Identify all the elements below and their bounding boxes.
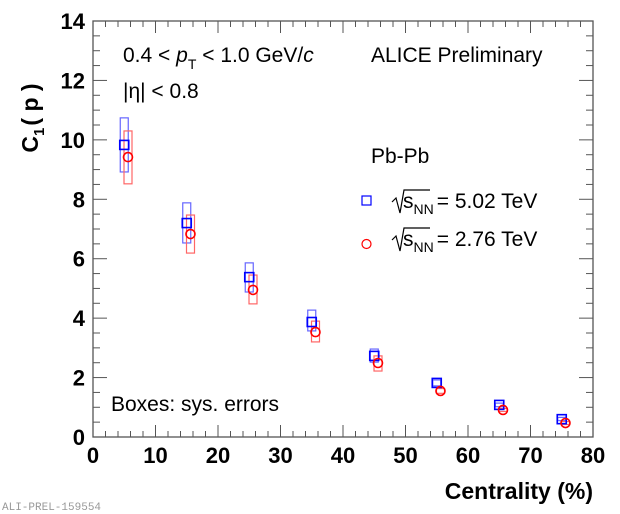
data-markers <box>118 139 571 429</box>
x-tick-label: 60 <box>456 443 480 468</box>
data-point-square <box>181 217 193 229</box>
sys-errors-note: Boxes: sys. errors <box>111 393 279 416</box>
y-axis-tick-labels: 0 2 4 6 8 10 12 14 <box>61 9 86 450</box>
kinematics-annotation: 0.4 < pT < 1.0 GeV/c <box>123 44 314 72</box>
experiment-label: ALICE Preliminary <box>371 44 543 67</box>
kinematics-T: T <box>188 56 197 72</box>
eta-cut-annotation: |η| < 0.8 <box>123 80 199 103</box>
y-axis-ticks <box>93 20 593 438</box>
legend-label-5.02: sNN = 5.02 TeV <box>403 190 537 217</box>
x-tick-label: 50 <box>393 443 417 468</box>
legend-marker-circle-icon <box>361 238 372 250</box>
legend-sub: NN <box>414 239 434 255</box>
legend-entry-5.02: sNN = 5.02 TeV <box>361 189 537 217</box>
x-tick-label: 10 <box>143 443 167 468</box>
svg-text:C1( p ): C1 ( p ) <box>17 83 48 152</box>
y-axis-label-main: C <box>17 136 43 153</box>
x-tick-label: 70 <box>518 443 542 468</box>
data-point-circle <box>497 404 509 416</box>
legend-marker-square-icon <box>361 195 372 206</box>
systematic-error-boxes <box>119 117 571 426</box>
legend-root: s <box>403 190 414 213</box>
x-tick-label: 30 <box>268 443 292 468</box>
data-point-circle <box>372 357 384 369</box>
y-tick-label: 14 <box>61 9 86 34</box>
legend-label-2.76: sNN = 2.76 TeV <box>403 228 537 255</box>
legend-value: = 2.76 TeV <box>437 228 538 251</box>
sqrt-symbol-icon <box>391 227 430 252</box>
y-tick-label: 10 <box>61 128 85 153</box>
x-tick-label: 0 <box>87 443 99 468</box>
y-tick-label: 6 <box>73 247 85 272</box>
data-point-circle <box>560 417 571 429</box>
x-axis-ticks <box>92 21 594 437</box>
legend: Pb-Pb sNN = 5.02 TeV sNN = 2.76 TeV <box>361 145 537 255</box>
legend-root: s <box>403 228 414 251</box>
data-point-square <box>306 316 318 328</box>
x-tick-label: 20 <box>206 443 230 468</box>
data-point-circle <box>435 385 446 397</box>
kinematics-pre: 0.4 < <box>123 44 176 67</box>
y-tick-label: 8 <box>73 187 85 212</box>
kinematics-mid: < 1.0 GeV/ <box>196 44 303 67</box>
sqrt-symbol-icon <box>391 189 430 214</box>
y-axis-label: C1 ( p ) <box>17 83 48 152</box>
sys-box-series-1 <box>435 387 446 394</box>
legend-entry-2.76: sNN = 2.76 TeV <box>361 227 537 255</box>
kinematics-c: c <box>303 44 314 67</box>
x-tick-label: 80 <box>581 443 605 468</box>
y-tick-label: 12 <box>61 68 85 93</box>
x-tick-label: 40 <box>331 443 355 468</box>
x-axis-label: Centrality (%) <box>445 478 593 504</box>
data-point-square <box>118 139 130 151</box>
y-axis-label-argument: ( p ) <box>17 83 43 125</box>
data-point-square <box>243 271 255 283</box>
legend-value: = 5.02 TeV <box>437 190 538 213</box>
data-point-circle <box>122 151 134 163</box>
data-point-circle <box>247 284 259 296</box>
y-tick-label: 0 <box>73 425 85 450</box>
data-point-circle <box>185 228 196 240</box>
sys-box-series-0 <box>432 379 442 387</box>
data-point-circle <box>310 326 321 338</box>
legend-sub: NN <box>414 201 434 217</box>
x-axis-tick-labels: 0 10 20 30 40 50 60 70 80 <box>87 443 605 468</box>
watermark: ALI-PREL-159554 <box>2 502 101 514</box>
kinematics-p: p <box>175 44 188 67</box>
y-tick-label: 4 <box>73 306 86 331</box>
legend-header: Pb-Pb <box>371 145 429 168</box>
y-tick-label: 2 <box>73 366 85 391</box>
y-axis-label-subscript: 1 <box>31 128 48 136</box>
